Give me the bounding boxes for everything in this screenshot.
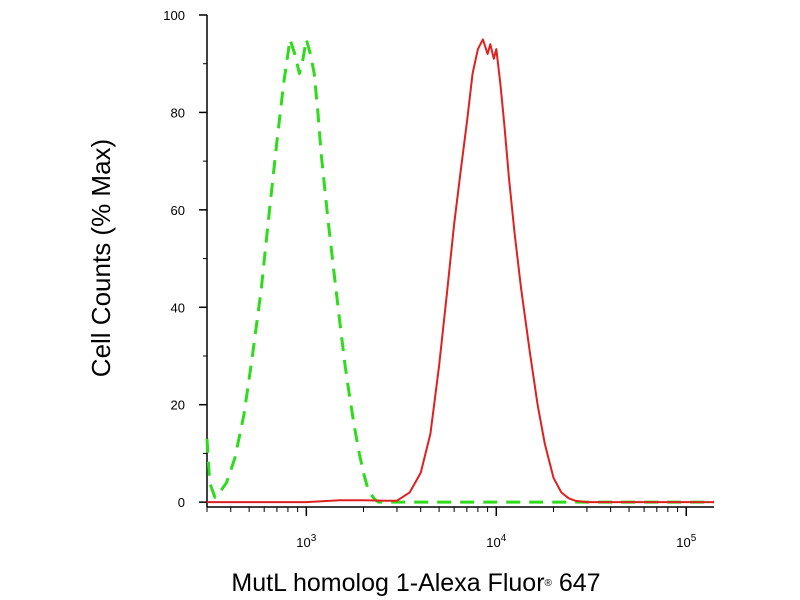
y-tick-label: 40 — [171, 300, 185, 315]
x-tick-label: 104 — [486, 533, 506, 550]
x-tick-label: 105 — [676, 533, 696, 550]
stained-histogram-line — [207, 38, 714, 504]
x-axis-ticks: 103 104 105 — [206, 507, 697, 550]
x-axis-label: MutL homolog 1-Alexa Fluor® 647 — [231, 569, 600, 597]
y-tick-label: 80 — [171, 105, 185, 120]
y-tick-label: 100 — [163, 8, 185, 23]
y-axis-ticks: 0 20 40 60 80 100 — [163, 8, 207, 510]
y-tick-label: 60 — [171, 203, 185, 218]
series-group — [205, 37, 714, 504]
y-tick-label: 20 — [171, 398, 185, 413]
x-axis-label-suffix: 647 — [552, 569, 601, 597]
plot-area — [206, 15, 714, 508]
y-axis-label: Cell Counts (% Max) — [86, 139, 116, 377]
registered-mark: ® — [545, 578, 553, 589]
control-histogram-line — [205, 37, 714, 504]
y-tick-label: 0 — [178, 495, 185, 510]
x-tick-label: 103 — [296, 533, 316, 550]
x-axis-label-main: MutL homolog 1-Alexa Fluor — [231, 569, 544, 597]
